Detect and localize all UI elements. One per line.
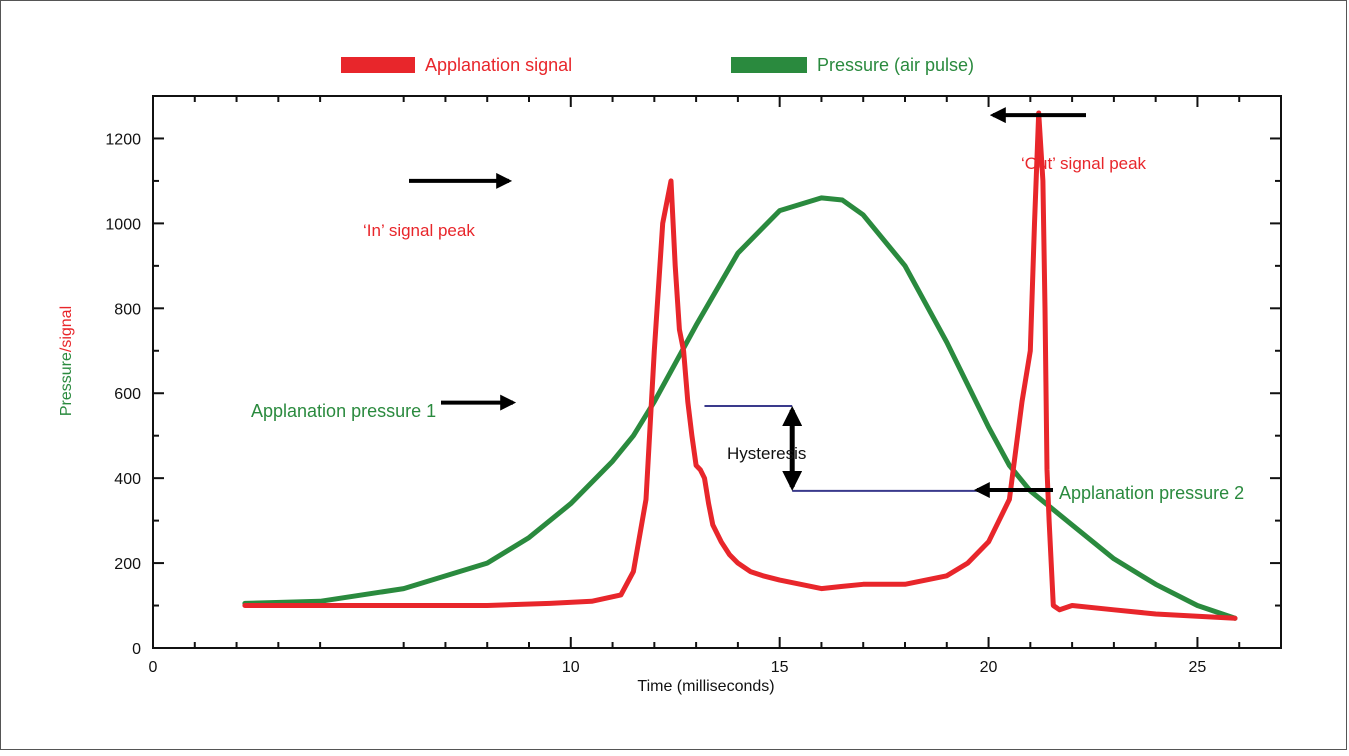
series-group xyxy=(242,110,1238,621)
annotations xyxy=(409,107,1086,499)
y-tick-label: 800 xyxy=(114,301,141,318)
y-tick-label: 600 xyxy=(114,386,141,403)
y-tick-label: 0 xyxy=(132,641,141,658)
plot-area xyxy=(152,95,1282,649)
y-axis-label-pressure: Pressure xyxy=(58,352,75,416)
x-tick-label: 0 xyxy=(149,659,158,676)
y-tick-label: 1000 xyxy=(105,216,141,233)
legend-swatch-applanation-signal xyxy=(341,57,415,73)
series-line-pressure xyxy=(242,195,1238,621)
y-axis-label-signal: /signal xyxy=(58,306,75,352)
annotation-hysteresis: Hysteresis xyxy=(727,444,806,463)
annotation-applanation-pressure-2: Applanation pressure 2 xyxy=(1059,483,1244,503)
legend-label-pressure: Pressure (air pulse) xyxy=(817,55,974,75)
x-tick-label: 15 xyxy=(771,659,789,676)
legend: Applanation signal Pressure (air pulse) xyxy=(341,55,974,75)
y-tick-label: 400 xyxy=(114,471,141,488)
y-tick-label: 1200 xyxy=(105,131,141,148)
axis-tick-labels: 0 200 400 600 800 1000 1200 0 10 15 20 25 xyxy=(105,131,1206,676)
series-line-applanation-signal xyxy=(242,110,1238,621)
x-tick-label: 20 xyxy=(980,659,998,676)
y-axis-label: Pressure/signal xyxy=(58,306,75,416)
legend-label-applanation-signal: Applanation signal xyxy=(425,55,572,75)
annotation-applanation-pressure-1: Applanation pressure 1 xyxy=(251,401,436,421)
x-axis-label: Time (milliseconds) xyxy=(637,678,774,695)
legend-swatch-pressure xyxy=(731,57,807,73)
axis-ticks xyxy=(152,95,1282,649)
annotation-in-peak: ‘In’ signal peak xyxy=(363,221,475,240)
y-tick-label: 200 xyxy=(114,556,141,573)
x-tick-label: 25 xyxy=(1189,659,1207,676)
annotation-out-peak: ‘Out’ signal peak xyxy=(1021,154,1147,173)
x-tick-label: 10 xyxy=(562,659,580,676)
